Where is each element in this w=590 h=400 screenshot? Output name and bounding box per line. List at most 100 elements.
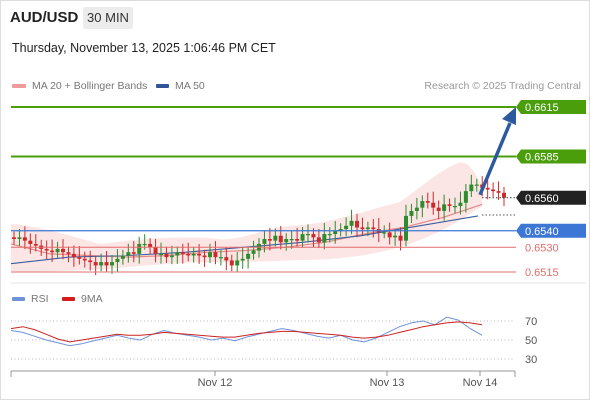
timeframe-badge[interactable]: 30 MIN: [83, 7, 133, 29]
rsi-line: [10, 316, 483, 347]
ma50-swatch: [156, 84, 169, 89]
candle-body: [99, 262, 104, 266]
candle-body: [404, 215, 408, 241]
candle-body: [469, 184, 474, 192]
candle-body: [295, 239, 300, 241]
legend-rsi-label: RSI: [31, 293, 49, 305]
candle-body: [191, 253, 196, 256]
candle-body: [485, 187, 490, 190]
legend-rsi-ma-label: 9MA: [81, 293, 103, 305]
candle-body: [213, 252, 218, 258]
level-label-pivot: 0.6540: [525, 226, 559, 238]
candle-body: [71, 253, 76, 258]
candle-body: [50, 250, 55, 253]
candle-body: [186, 253, 191, 256]
candle-body: [164, 253, 169, 258]
candle-body: [311, 234, 316, 238]
candle-body: [349, 220, 354, 226]
candle-body: [365, 227, 370, 230]
candle-body: [300, 234, 305, 241]
candle-body: [61, 248, 65, 253]
candle-body: [159, 253, 163, 256]
candle-body: [110, 262, 114, 266]
level-label-support-2: 0.6515: [525, 267, 559, 279]
candle-body: [153, 247, 158, 254]
candle-body: [463, 191, 468, 203]
candle-body: [355, 220, 359, 228]
candle-body: [197, 253, 202, 256]
candle-body: [491, 189, 496, 192]
candle-body: [17, 237, 22, 239]
candle-body: [409, 210, 414, 216]
x-axis-label: Nov 14: [463, 377, 498, 389]
level-tag-resistance-2: [516, 100, 586, 114]
candle-body: [175, 252, 180, 256]
candle-body: [431, 202, 436, 208]
candle-body: [262, 239, 267, 244]
legend-rsi: RSI: [12, 293, 49, 305]
level-label-resistance-1: 0.6585: [525, 152, 559, 164]
candle-body: [306, 234, 310, 236]
rsi-ma-line: [10, 321, 483, 343]
level-label-support-1: 0.6530: [525, 242, 559, 254]
candle-body: [267, 239, 272, 241]
candle-body: [458, 202, 463, 206]
candle-body: [148, 243, 153, 248]
ma20-swatch: [12, 84, 26, 89]
candle-body: [218, 257, 223, 259]
candle-body: [333, 230, 338, 235]
candle-body: [289, 239, 294, 241]
legend-rsi-ma: 9MA: [62, 293, 103, 305]
legend-ma50-label: MA 50: [175, 80, 205, 92]
candle-body: [208, 252, 212, 258]
candle-body: [131, 252, 136, 254]
level-tag-current: [516, 190, 586, 205]
candle-body: [82, 258, 87, 261]
rsi-axis-label-30: 30: [525, 354, 537, 366]
candle-body: [93, 262, 98, 266]
candle-body: [442, 204, 447, 211]
candle-body: [360, 227, 365, 230]
forecast-arrow-shaft: [478, 122, 512, 196]
rsi-axis-label-70: 70: [525, 316, 537, 328]
level-label-resistance-2: 0.6615: [525, 102, 559, 114]
candle-body: [224, 257, 229, 261]
candle-body: [398, 235, 403, 241]
symbol-title: AUD/USD: [10, 9, 79, 26]
candle-body: [44, 248, 49, 251]
candle-body: [436, 207, 441, 211]
timestamp: Thursday, November 13, 2025 1:06:46 PM C…: [12, 41, 276, 55]
legend-ma20-label: MA 20 + Bollinger Bands: [32, 80, 148, 92]
candle-body: [322, 234, 327, 243]
ma20-line: [10, 203, 483, 258]
level-tag-pivot: [516, 223, 586, 238]
candle-body: [88, 260, 93, 263]
candle-body: [137, 243, 142, 254]
level-tag-resistance-1: [516, 149, 586, 164]
candle-body: [142, 243, 147, 246]
rsi-ma-swatch: [62, 297, 75, 302]
candle-body: [447, 204, 452, 206]
candle-body: [414, 207, 419, 211]
candle-body: [66, 252, 71, 254]
candle-body: [251, 250, 256, 254]
candle-body: [420, 201, 425, 208]
forecast-arrow-head: [502, 107, 516, 125]
candle-body: [474, 184, 479, 186]
candle-body: [502, 192, 506, 198]
candle-body: [393, 235, 398, 238]
candle-body: [55, 248, 60, 253]
candle-body: [115, 258, 120, 263]
candle-body: [240, 258, 245, 261]
candle-body: [453, 206, 457, 208]
candle-body: [344, 225, 349, 230]
candle-body: [382, 232, 387, 234]
candle-body: [229, 260, 234, 266]
candle-body: [12, 237, 16, 239]
level-label-current: 0.6560: [525, 193, 559, 205]
candle-body: [120, 255, 125, 259]
candle-body: [496, 191, 501, 193]
x-axis-label: Nov 13: [370, 377, 405, 389]
rsi-axis-label-50: 50: [525, 335, 537, 347]
